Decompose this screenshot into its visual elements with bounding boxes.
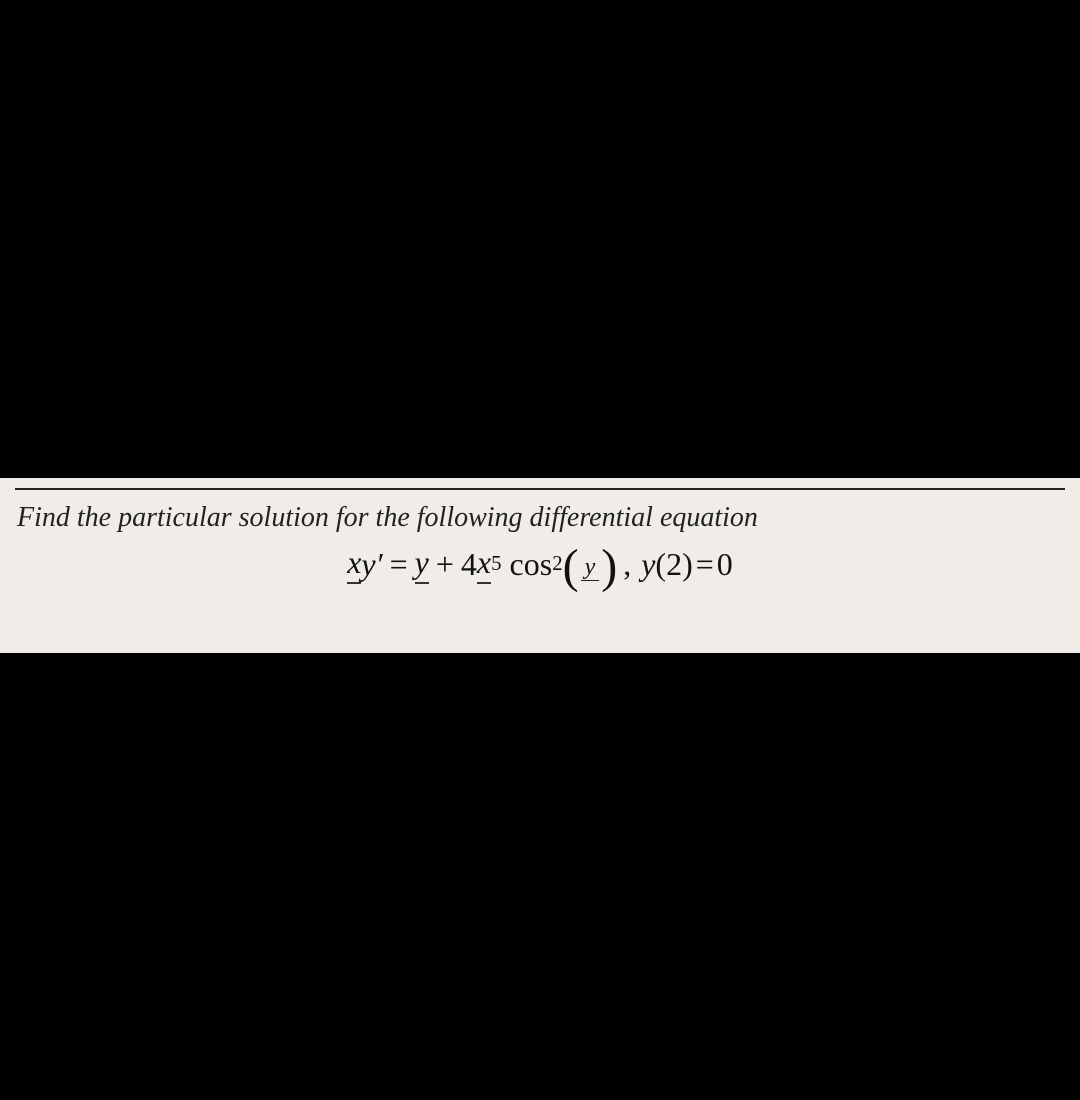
rparen-ic: ) [682,546,693,583]
equals-ic: = [696,546,714,583]
prompt-text-content: Find the particular solution for the fol… [17,502,758,533]
cos-func: cos [510,546,553,583]
rhs-term1: y [415,544,429,584]
x-var: x [347,544,361,584]
prompt-text: Find the particular solution for the fol… [15,502,1065,534]
comma: , [623,546,631,583]
initial-condition: y(2) = 0 [641,546,733,583]
x-base: x [477,544,491,584]
plus-sign: + [436,546,454,583]
lparen-ic: ( [655,546,666,583]
equation: xy′ = y + 4x5 cos2 ( y x ) , y(2) = 0 [15,544,1065,584]
paper-strip: Find the particular solution for the fol… [0,478,1080,653]
big-left-paren: ( [563,548,579,586]
y-ic: y [641,546,655,583]
y-var: y [361,546,375,583]
y-term: y [415,544,429,584]
zero: 0 [717,546,733,583]
big-right-paren: ) [601,548,617,586]
lhs: xy′ [347,544,382,584]
two: 2 [666,546,682,583]
rhs-term2: 4x5 cos2 ( y x ) [461,544,617,584]
horizontal-rule [15,488,1065,490]
fraction-numerator: y [581,555,600,581]
fraction: y x [581,555,600,585]
coef-4: 4 [461,546,477,583]
equals-sign: = [390,546,408,583]
prime: ′ [376,546,383,583]
